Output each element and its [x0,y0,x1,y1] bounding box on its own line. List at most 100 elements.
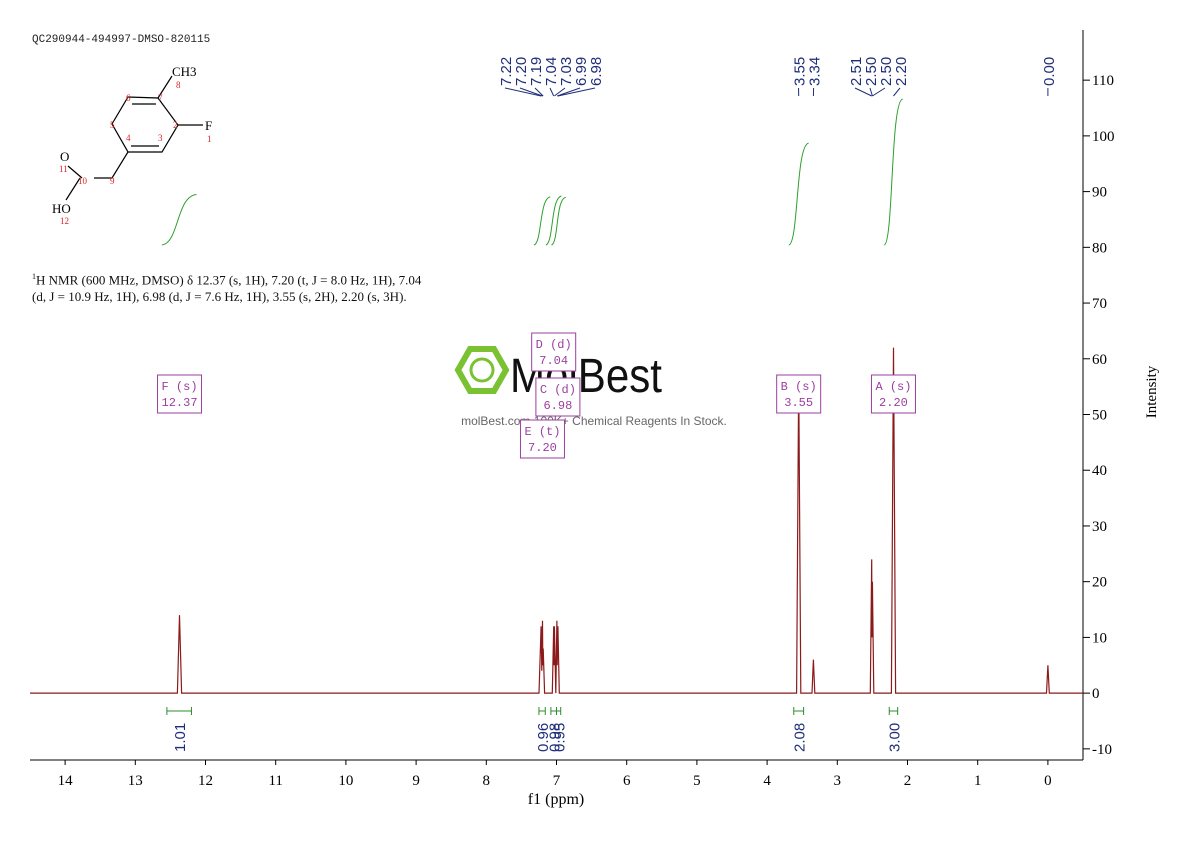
integral-curve [545,195,562,246]
multiplet-box [531,332,577,372]
atom-labels: CH3 8 7 6 5 4 3 2 F 1 9 10 O 11 HO 12 [52,64,212,226]
y-tick-label: 80 [1092,240,1107,256]
peak-label: 2.20 [893,57,910,86]
x-tick-label: 4 [763,773,771,789]
x-tick-label: 3 [834,773,842,789]
peak-label: 7.03 [558,57,575,86]
peak-label: 7.19 [528,57,545,86]
y-tick-label: 20 [1092,575,1107,591]
spectrum [30,347,1083,694]
structure [65,75,203,201]
integral-curve [161,194,197,246]
y-tick-label: -10 [1092,742,1112,758]
x-tick-label: 7 [553,773,561,789]
multiplet-name: E (t) [524,425,560,439]
integral-label: 0.98 [547,723,564,752]
peak-label: 6.99 [573,57,590,86]
multiplet-shift: 12.37 [162,396,198,410]
integral-label: 3.00 [886,723,903,752]
multiplet-name: D (d) [536,338,572,352]
multiplet-box [870,374,916,414]
x-tick-label: 10 [338,773,353,789]
atom-number: 10 [78,176,88,186]
tagline: molBest.com 100K+ Chemical Reagents In S… [461,414,727,428]
peak-label: 0.00 [1041,57,1058,86]
atom-number: 6 [126,93,131,103]
atom-number: 5 [110,120,115,130]
atom-number: 7 [158,93,163,103]
peak-label: 2.50 [863,57,880,86]
atom-number: 9 [110,176,115,186]
atom-number: 4 [126,133,131,143]
atom: CH3 [172,64,197,79]
peak-label: 2.50 [878,57,895,86]
peak-label: 2.51 [848,57,865,86]
atom: O [60,149,69,164]
multiplet-box [776,374,822,414]
peak-leader [869,87,873,97]
y-tick-label: 90 [1092,185,1107,201]
multiplet-shift: 7.20 [528,441,557,455]
integral-label: 0.95 [552,723,569,752]
multiplet-name: C (d) [540,383,576,397]
watermark: MolBest molBest.com 100K+ Chemical Reage… [454,346,727,428]
atom: HO [52,201,71,216]
description: 1H NMR (600 MHz, DMSO) δ 12.37 (s, 1H), … [32,268,432,305]
peak-label: 7.22 [498,57,515,86]
multiplet-shift: 6.98 [543,399,572,413]
y-tick-label: 100 [1092,129,1115,145]
integral-bracket [556,707,562,715]
integral-curve [883,98,904,246]
atom-number: 12 [60,216,69,226]
multiplet-box [157,374,203,414]
integral-bracket [538,707,546,715]
y-tick-label: 10 [1092,630,1107,646]
x-tick-label: 12 [198,773,213,789]
integral-curve [533,196,551,246]
multiplet-shift: 7.04 [539,354,568,368]
peak-leader [854,87,872,97]
peak-leader [557,87,581,97]
x-tick-label: 5 [693,773,701,789]
logo-icon [454,346,510,394]
x-tick-label: 9 [412,773,420,789]
peak-leader [519,87,543,97]
x-tick-label: 11 [268,773,282,789]
integral-bracket [888,707,899,715]
x-tick-label: 1 [974,773,982,789]
multiplet-shift: 2.20 [879,396,908,410]
y-tick-label: 60 [1092,352,1107,368]
multiplet-name: A (s) [875,380,911,394]
peak-leader [504,87,542,97]
y-tick-label: 0 [1092,686,1100,702]
integral-curve [551,196,566,246]
ring-double [131,103,159,147]
description-text: H NMR (600 MHz, DMSO) δ 12.37 (s, 1H), 7… [32,272,422,305]
description-sup: 1 [32,272,36,281]
y-tick-label: 50 [1092,408,1107,424]
peak-label: 7.20 [513,57,530,86]
atom-number: 3 [158,133,163,143]
integral-bracket [166,707,192,715]
integral-label: 1.01 [172,723,189,752]
y-tick-label: 110 [1092,73,1114,89]
peak-leader [872,87,886,97]
integral-bracket [793,707,805,715]
logo-icon [469,357,495,383]
multiplet-name: B (s) [781,380,817,394]
peak-label: 7.04 [543,57,560,86]
bonds [65,75,203,201]
atom: F [205,118,212,133]
x-tick-label: 13 [128,773,143,789]
integral-bracket [550,707,557,715]
peak-leader [554,87,566,97]
integral-label: 2.08 [792,723,809,752]
y-axis-label: Intensity [1144,365,1160,418]
atom-number: 1 [207,134,212,144]
multiplet-name: F (s) [162,380,198,394]
x-tick-label: 14 [58,773,74,789]
y-tick-label: 30 [1092,519,1107,535]
atom-number: 11 [59,164,68,174]
